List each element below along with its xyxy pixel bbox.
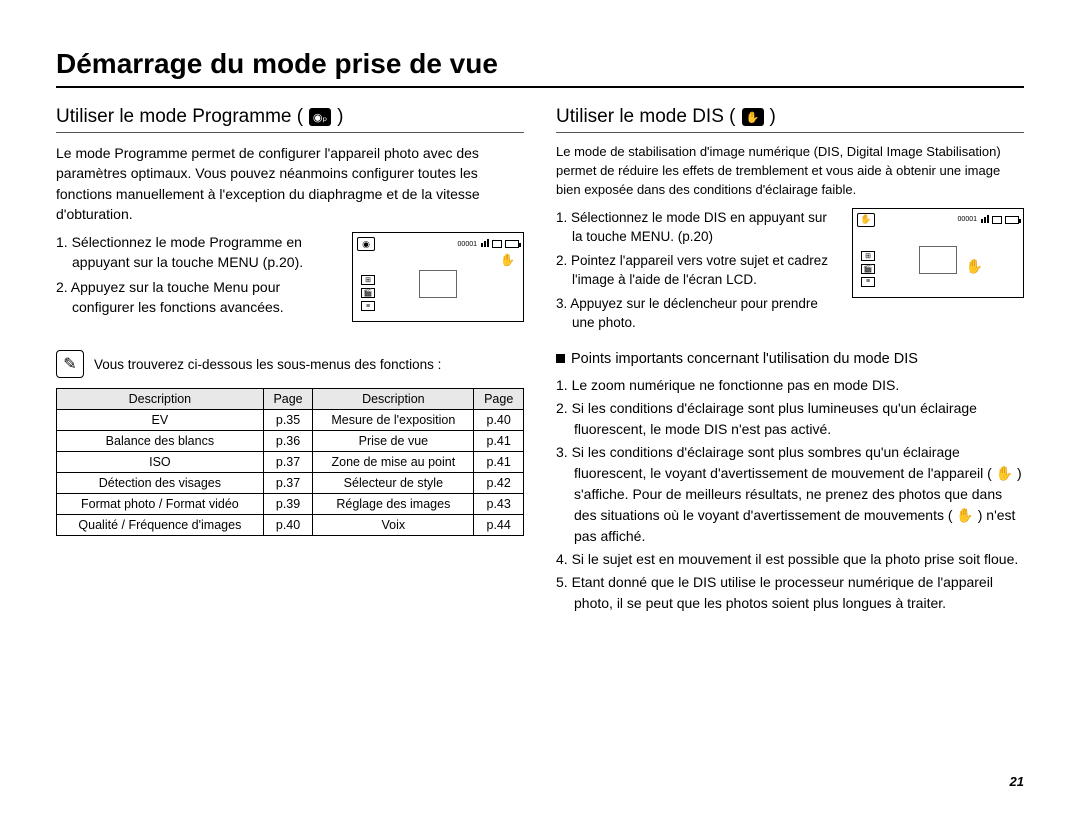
- two-column-layout: Utiliser le mode Programme ( ◉ₚ ) Le mod…: [56, 106, 1024, 616]
- lcd-side-icons: ⊞ 🎬 ≡: [361, 275, 375, 311]
- table-row: Format photo / Format vidéop.39Réglage d…: [57, 494, 524, 515]
- table-cell: Réglage des images: [313, 494, 474, 515]
- table-cell: p.41: [474, 452, 524, 473]
- heading-text-open: Utiliser le mode Programme (: [56, 106, 303, 128]
- dis-notes: 1. Le zoom numérique ne fonctionne pas e…: [556, 375, 1024, 614]
- important-heading: Points importants concernant l'utilisati…: [556, 351, 1024, 367]
- table-cell: Zone de mise au point: [313, 452, 474, 473]
- table-cell: Voix: [313, 515, 474, 536]
- focus-frame: [919, 246, 957, 274]
- th: Description: [313, 389, 474, 410]
- table-cell: Format photo / Format vidéo: [57, 494, 264, 515]
- section-title-programme: Utiliser le mode Programme ( ◉ₚ ): [56, 106, 524, 133]
- shake-warning-icon: ✋: [500, 253, 515, 267]
- table-cell: Sélecteur de style: [313, 473, 474, 494]
- table-cell: Qualité / Fréquence d'images: [57, 515, 264, 536]
- camera-mode-icon: ✋: [857, 213, 875, 227]
- table-cell: Prise de vue: [313, 431, 474, 452]
- table-cell: p.42: [474, 473, 524, 494]
- counter: 00001: [958, 216, 977, 223]
- right-column: Utiliser le mode DIS ( ✋ ) Le mode de st…: [556, 106, 1024, 616]
- step: 1. Sélectionnez le mode DIS en appuyant …: [556, 208, 838, 247]
- table-row: ISOp.37Zone de mise au pointp.41: [57, 452, 524, 473]
- section-title-dis: Utiliser le mode DIS ( ✋ ): [556, 106, 1024, 133]
- table-cell: EV: [57, 410, 264, 431]
- grid-icon: ⊞: [861, 251, 875, 261]
- list-icon: ≡: [361, 301, 375, 311]
- battery-icon: [1005, 216, 1019, 224]
- table-cell: p.44: [474, 515, 524, 536]
- focus-frame: [419, 270, 457, 298]
- table-cell: Balance des blancs: [57, 431, 264, 452]
- heading-text-close: ): [770, 106, 776, 128]
- step: 2. Appuyez sur la touche Menu pour confi…: [56, 277, 338, 318]
- table-row: Détection des visagesp.37Sélecteur de st…: [57, 473, 524, 494]
- programme-intro: Le mode Programme permet de configurer l…: [56, 143, 524, 224]
- battery-icon: [505, 240, 519, 248]
- dis-steps-with-lcd: 1. Sélectionnez le mode DIS en appuyant …: [556, 208, 1024, 337]
- table-cell: p.36: [263, 431, 313, 452]
- table-cell: p.40: [474, 410, 524, 431]
- th: Page: [474, 389, 524, 410]
- left-column: Utiliser le mode Programme ( ◉ₚ ) Le mod…: [56, 106, 524, 616]
- note-row: ✎ Vous trouverez ci-dessous les sous-men…: [56, 350, 524, 378]
- dis-mode-icon: ✋: [742, 108, 764, 126]
- page-number: 21: [1010, 774, 1024, 789]
- dis-intro: Le mode de stabilisation d'image numériq…: [556, 143, 1024, 200]
- video-icon: 🎬: [361, 288, 375, 298]
- table-cell: Détection des visages: [57, 473, 264, 494]
- dis-steps: 1. Sélectionnez le mode DIS en appuyant …: [556, 208, 838, 333]
- video-icon: 🎬: [861, 264, 875, 274]
- programme-mode-icon: ◉ₚ: [309, 108, 331, 126]
- table-row: Qualité / Fréquence d'imagesp.40Voixp.44: [57, 515, 524, 536]
- grid-icon: ⊞: [361, 275, 375, 285]
- step: 2. Pointez l'appareil vers votre sujet e…: [556, 251, 838, 290]
- table-cell: p.37: [263, 452, 313, 473]
- list-icon: ≡: [861, 277, 875, 287]
- lcd-mock-dis: ✋ 00001 ✋ ⊞ 🎬: [852, 208, 1024, 298]
- note-item: 2. Si les conditions d'éclairage sont pl…: [556, 398, 1024, 440]
- table-cell: p.43: [474, 494, 524, 515]
- signal-icon: [480, 239, 489, 249]
- table-cell: ISO: [57, 452, 264, 473]
- lcd-side-icons: ⊞ 🎬 ≡: [861, 251, 875, 287]
- programme-steps: 1. Sélectionnez le mode Programme en app…: [56, 232, 338, 317]
- card-icon: [992, 216, 1002, 224]
- counter: 00001: [458, 241, 477, 248]
- step: 3. Appuyez sur le déclencheur pour prend…: [556, 294, 838, 333]
- functions-tbody: EVp.35Mesure de l'expositionp.40Balance …: [57, 410, 524, 536]
- th: Description: [57, 389, 264, 410]
- table-cell: p.41: [474, 431, 524, 452]
- table-row: EVp.35Mesure de l'expositionp.40: [57, 410, 524, 431]
- heading-text-open: Utiliser le mode DIS (: [556, 106, 736, 128]
- step: 1. Sélectionnez le mode Programme en app…: [56, 232, 338, 273]
- table-cell: Mesure de l'exposition: [313, 410, 474, 431]
- functions-table: Description Page Description Page EVp.35…: [56, 388, 524, 536]
- important-heading-text: Points importants concernant l'utilisati…: [571, 351, 918, 367]
- note-item: 4. Si le sujet est en mouvement il est p…: [556, 549, 1024, 570]
- table-cell: p.40: [263, 515, 313, 536]
- page-title: Démarrage du mode prise de vue: [56, 48, 1024, 88]
- table-cell: p.37: [263, 473, 313, 494]
- table-cell: p.39: [263, 494, 313, 515]
- square-bullet-icon: [556, 354, 565, 363]
- programme-steps-with-lcd: 1. Sélectionnez le mode Programme en app…: [56, 232, 524, 332]
- th: Page: [263, 389, 313, 410]
- note-item: 1. Le zoom numérique ne fonctionne pas e…: [556, 375, 1024, 396]
- card-icon: [492, 240, 502, 248]
- table-row: Balance des blancsp.36Prise de vuep.41: [57, 431, 524, 452]
- note-text: Vous trouverez ci-dessous les sous-menus…: [94, 357, 441, 372]
- note-icon: ✎: [56, 350, 84, 378]
- note-item: 3. Si les conditions d'éclairage sont pl…: [556, 442, 1024, 547]
- heading-text-close: ): [337, 106, 343, 128]
- signal-icon: [980, 215, 989, 225]
- dis-center-icon: ✋: [966, 258, 983, 275]
- lcd-mock-programme: ◉ 00001 ✋ ⊞ 🎬: [352, 232, 524, 322]
- note-item: 5. Etant donné que le DIS utilise le pro…: [556, 572, 1024, 614]
- camera-mode-icon: ◉: [357, 237, 375, 251]
- table-cell: p.35: [263, 410, 313, 431]
